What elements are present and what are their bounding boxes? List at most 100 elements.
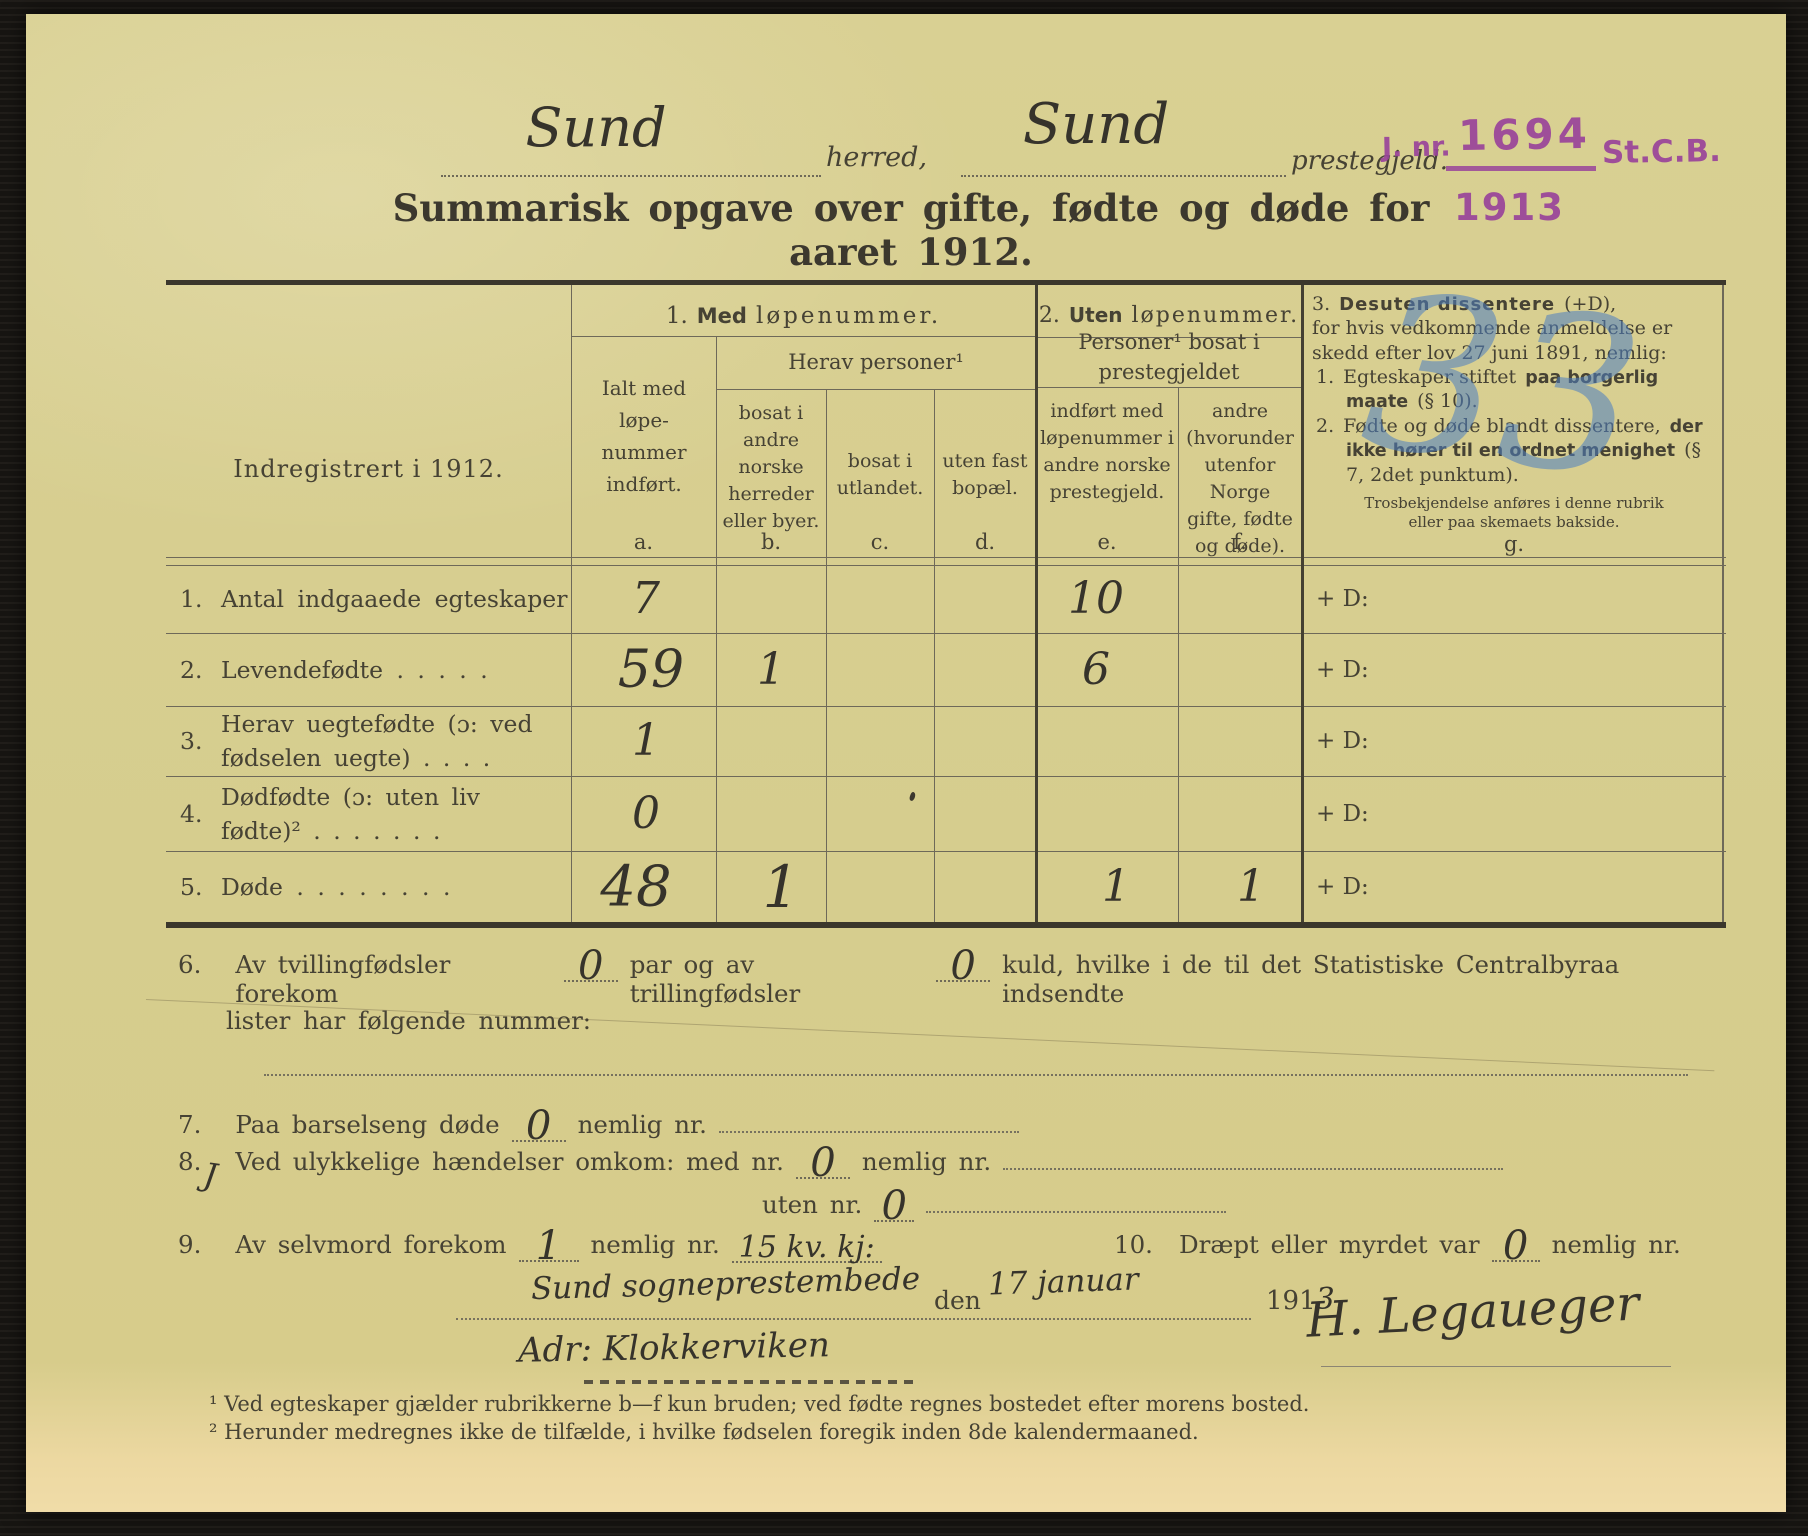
value-a: 1 <box>632 715 660 766</box>
col-a-header: Ialt med løpe­nummer ind­ført. <box>601 376 687 496</box>
col-e-header: indført med løpenummer i andre norske pr… <box>1040 400 1174 503</box>
group1-header: 1. Med løpenummer. <box>571 300 1036 333</box>
item-text: uten nr. <box>762 1190 863 1219</box>
table-bottom-rule <box>166 922 1726 928</box>
dotted-line <box>961 174 1286 177</box>
group1-rest: løpenummer. <box>755 303 942 329</box>
group3-num: 3. <box>1312 293 1331 315</box>
ink-speck <box>908 791 917 802</box>
table-row: 4. Dødfødte (ɔ: uten liv fødte)² . . . .… <box>166 776 1726 851</box>
row-number: 5. <box>180 872 203 901</box>
year-digit-handwritten: 3. <box>1315 1282 1345 1317</box>
value-a: 48 <box>600 854 672 919</box>
item-6: 6. Av tvillingfødsler forekom 0 par og a… <box>178 946 1723 1008</box>
stamp-underline <box>1446 166 1596 171</box>
fill-in-blank: 0 <box>511 1106 566 1146</box>
col-letter-a: a. <box>633 530 654 554</box>
stamp-office: St.C.B. <box>1601 132 1722 172</box>
stamp-year: 1913 <box>1454 186 1565 229</box>
dotted-answer-line <box>1003 1148 1504 1170</box>
group3-item2-num: 2. <box>1316 414 1335 437</box>
col-d-header: uten fast bopæl. <box>942 450 1028 499</box>
row-label: Antal indgaaede egteskaper <box>221 585 568 613</box>
col-letter-e: e. <box>1097 530 1117 554</box>
handwritten-value: 0 <box>810 1140 836 1186</box>
item-text: nemlig nr. <box>1551 1230 1681 1259</box>
group3-item1-bold: paa borgerlig maate <box>1346 367 1659 413</box>
row-number: 1. <box>180 585 203 613</box>
prestegjeld-label: prestegjeld. <box>1291 146 1448 176</box>
value-g-label: + D: <box>1316 873 1369 900</box>
table-row: 1. Antal indgaaede egteskaper 7 10 + D: <box>166 565 1726 633</box>
address-underline <box>584 1380 914 1384</box>
group3-line3: skedd efter lov 27 juni 1891, nemlig: <box>1312 341 1667 364</box>
stamp-jnr-label: J. nr. <box>1381 131 1451 164</box>
value-g-label: + D: <box>1316 728 1369 754</box>
signature-dotted-line <box>456 1298 1251 1320</box>
table-top-rule <box>166 280 1726 285</box>
row-label: Herav uegtefødte (ɔ: ved fødselen uegte)… <box>221 709 533 772</box>
handwritten-value: 0 <box>1502 1223 1529 1269</box>
group2-num: 2. <box>1038 303 1060 328</box>
item-text: Paa barselseng døde <box>235 1110 500 1139</box>
handwritten-place-2: Sund <box>1022 92 1170 157</box>
group3-header: 3. Desuten dissentere (+D), for hvis vedko… <box>1312 292 1716 533</box>
item-8-uten: uten nr. 0 <box>762 1186 1227 1226</box>
item-text: Av selvmord forekom <box>235 1230 507 1259</box>
col-letter-c: c. <box>870 530 890 554</box>
group3-title: 3. Desuten dissentere (+D), <box>1312 292 1716 316</box>
group3-item2-bold: der ikke hører til en ordnet menighet <box>1346 416 1703 462</box>
footnote-2: ² Herunder medregnes ikke de tilfælde, i… <box>209 1420 1199 1444</box>
value-f: 1 <box>1237 860 1265 912</box>
value-b: 1 <box>757 643 785 695</box>
herred-label: herred, <box>826 142 928 173</box>
table-corner-label: Indregistrert i 1912. <box>233 455 504 483</box>
value-a: 7 <box>632 573 660 624</box>
col-letter-b: b. <box>760 530 782 554</box>
footnote-1: ¹ Ved egteskaper gjælder rubrikkerne b—f… <box>209 1392 1310 1416</box>
stamp-number: 1694 <box>1457 108 1592 161</box>
group3-bold: Desuten dissentere <box>1339 294 1556 315</box>
item-9: 9. Av selvmord forekom 1 nemlig nr. 15 k… <box>178 1226 882 1266</box>
group3-item1-num: 1. <box>1316 365 1335 388</box>
fill-in-blank: 0 <box>874 1186 915 1226</box>
fill-in-blank: 15 kv. kj: <box>731 1230 882 1265</box>
table-row: 5. Døde . . . . . . . . 48 1 1 1 + D: <box>166 851 1726 922</box>
handwritten-value: 0 <box>881 1183 907 1229</box>
item-text: Dræpt eller myrdet var <box>1178 1230 1480 1259</box>
handwritten-note: 15 kv. kj: <box>738 1230 875 1265</box>
item-text: nemlig nr. <box>590 1230 720 1259</box>
den-label: den <box>934 1286 981 1315</box>
group1-num: 1. <box>665 303 688 329</box>
value-b: 1 <box>762 852 800 921</box>
value-g-label: + D: <box>1316 656 1369 683</box>
group3-note-line2: eller paa skemaets bakside. <box>1408 513 1620 532</box>
col-letter-g: g. <box>1503 532 1525 556</box>
group2-header: 2. Uten løpenummer. <box>1036 300 1302 331</box>
group3-item1: 1. Egteskaper stiftet paa borgerlig maate(… <box>1312 365 1716 414</box>
col-letter-f: f. <box>1233 530 1247 554</box>
item-10: 10. Dræpt eller myrdet var 0 nemlig nr. <box>1114 1226 1681 1266</box>
item-number: 6. <box>178 950 202 979</box>
item-text: Av tvillingfødsler forekom <box>235 950 451 1008</box>
signature-date: 17 januar <box>987 1261 1140 1303</box>
item-number: 10. <box>1114 1230 1153 1259</box>
value-e: 6 <box>1082 643 1110 695</box>
group2-bold: Uten <box>1068 303 1123 327</box>
summary-table: Indregistrert i 1912. 1. Med løpenummer. 2… <box>166 245 1726 930</box>
value-e: 1 <box>1102 860 1130 912</box>
col-letter-d: d. <box>974 530 996 554</box>
subhead-personer-bosat: Personer¹ bosat i prestegjeldet <box>1078 330 1260 384</box>
value-g-label: + D: <box>1316 800 1369 827</box>
item-text: kuld, hvilke i de til det Statistiske Ce… <box>1002 950 1620 1008</box>
fill-in-blank: 0 <box>936 946 991 986</box>
signature-address: Adr: Klokkerviken <box>517 1325 831 1371</box>
fill-in-blank: 1 <box>518 1226 579 1266</box>
dotted-answer-line <box>264 1054 1688 1076</box>
item-number: 7. <box>178 1110 202 1139</box>
row-number: 2. <box>180 655 203 684</box>
value-e: 10 <box>1068 573 1124 624</box>
row-number: 4. <box>180 799 203 828</box>
item-number: 8. <box>178 1147 202 1176</box>
signature-name: H. Legaueger <box>1304 1275 1641 1349</box>
